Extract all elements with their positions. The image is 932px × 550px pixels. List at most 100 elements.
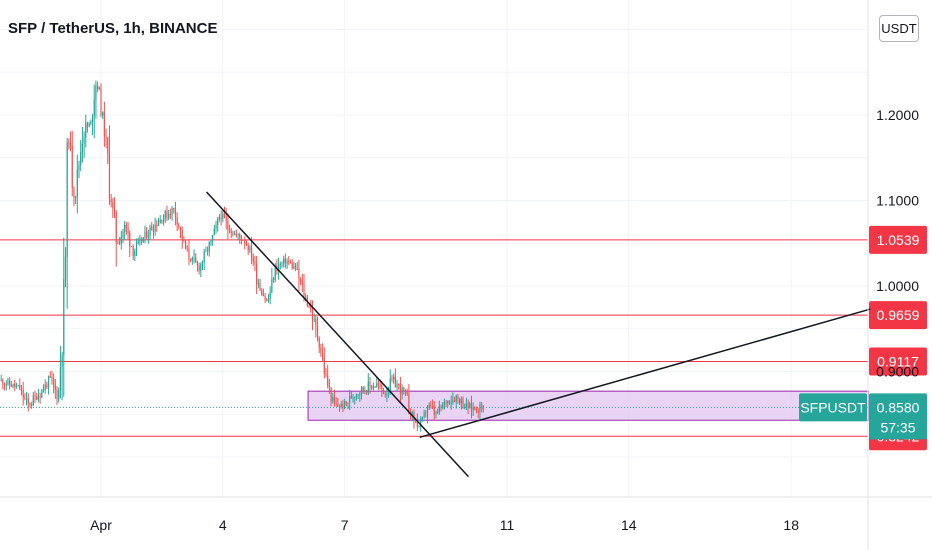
candle-body (313, 319, 315, 321)
candle-body (225, 217, 227, 222)
candle-body (234, 234, 236, 236)
candle-body (372, 387, 374, 389)
candle-body (316, 324, 319, 338)
candle-body (391, 378, 393, 380)
candle-body (122, 231, 124, 237)
symbol-tag-bg (799, 393, 867, 422)
candle-body (39, 396, 41, 398)
candle-body (442, 404, 444, 408)
candle-body (91, 115, 94, 122)
candle-body (19, 385, 21, 390)
candle-body (267, 298, 270, 301)
candle-body (47, 376, 50, 387)
x-tick-label: 11 (500, 517, 515, 533)
candle-body (271, 278, 273, 293)
candle-body (80, 152, 82, 165)
candle-body (171, 207, 173, 216)
support-zone[interactable] (307, 390, 869, 421)
current-price-label: 0.8580 (877, 399, 920, 415)
currency-button[interactable]: USDT (879, 15, 919, 42)
candle-body (64, 256, 67, 279)
candle-body (208, 242, 210, 252)
candle-body (465, 402, 467, 407)
candle-body (264, 295, 266, 300)
candle-body (212, 235, 214, 241)
candle-body (14, 383, 16, 388)
candle-body (344, 401, 346, 409)
candle-body (0, 379, 2, 381)
candle-body (200, 263, 202, 271)
candle-body (443, 401, 446, 405)
candle-body (81, 143, 83, 153)
candle-body (217, 218, 219, 225)
candle-body (25, 398, 28, 400)
candle-body (142, 237, 144, 242)
candle-body (359, 393, 361, 395)
candle-body (95, 85, 97, 101)
trendlines[interactable] (206, 191, 871, 478)
level-price-tag: 1.0539 (869, 225, 927, 254)
candle-body (381, 384, 383, 390)
candle-body (112, 202, 114, 208)
candle-body (350, 396, 352, 399)
candle-body (37, 396, 40, 400)
candle-body (328, 385, 330, 388)
candle-body (42, 389, 45, 391)
candle-body (205, 250, 207, 252)
candle-body (431, 406, 434, 408)
candle-body (354, 396, 356, 398)
candle-body (274, 265, 276, 280)
candle-body (176, 216, 178, 225)
candle-body (46, 384, 48, 387)
candle-body (333, 397, 336, 404)
candle-body (256, 263, 258, 285)
candle-body (240, 237, 243, 241)
candle-body (149, 226, 151, 237)
candle-body (394, 376, 396, 388)
candle-body (193, 257, 195, 259)
candle-body (85, 123, 87, 138)
candle-body (36, 396, 38, 400)
candle-body (457, 395, 459, 399)
y-tick-label: 1.0000 (876, 278, 919, 294)
candle-body (88, 123, 90, 127)
candle-body (325, 373, 327, 376)
candle-body (357, 394, 359, 396)
candle-body (51, 377, 53, 379)
horizontal-levels[interactable]: 1.05390.96590.91170.82420.858057:35SFPUS… (0, 225, 927, 451)
candle-body (159, 219, 161, 224)
current-price-bg (869, 393, 927, 440)
candle-body (332, 397, 334, 402)
candle-body (17, 385, 19, 387)
candle-body (296, 269, 298, 271)
candle-body (377, 383, 380, 385)
candle-body (438, 406, 440, 413)
candle-body (411, 412, 413, 417)
candle-body (393, 376, 395, 380)
candle-body (157, 223, 160, 226)
candle-body (403, 387, 405, 391)
candle-body (298, 269, 300, 279)
candle-body (283, 258, 285, 263)
candle-body (9, 380, 11, 385)
candle-body (266, 299, 268, 301)
candle-body (320, 347, 322, 354)
candle-body (184, 240, 187, 249)
level-tag-bg (869, 347, 927, 376)
candle-body (269, 292, 271, 299)
candle-body (426, 408, 429, 414)
candle-body (75, 196, 77, 198)
candle-body (223, 213, 226, 218)
candle-body (462, 399, 464, 408)
candle-body (141, 239, 143, 242)
candle-body (455, 395, 457, 402)
candle-body (173, 207, 175, 209)
candle-body (213, 228, 215, 236)
candle-body (215, 224, 217, 229)
candle-body (284, 258, 286, 264)
candle-body (166, 211, 168, 218)
candle-body (318, 337, 320, 348)
candle-body (196, 261, 199, 266)
